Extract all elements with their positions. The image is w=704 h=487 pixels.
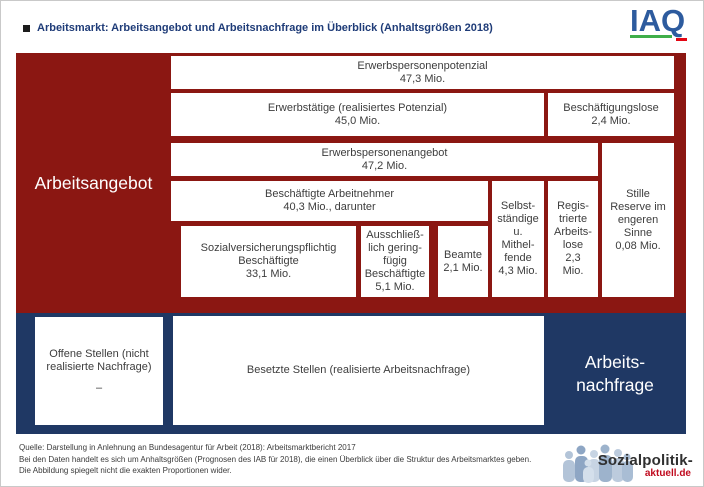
box-value-line: 47,3 Mio. <box>399 72 446 85</box>
logo-wordmark-line2: aktuell.de <box>644 468 691 479</box>
labor-demand-label: Arbeits- nachfrage <box>544 313 686 434</box>
box-text-line: Besetzte Stellen (realisierte Arbeitsnac… <box>246 364 471 376</box>
box-text-line: Reserve im <box>610 200 666 213</box>
labor-supply-label: Arbeitsangebot <box>34 172 153 193</box>
box-text-line: fende <box>504 252 532 264</box>
box-text-line: Ausschließ- <box>366 229 424 241</box>
box-text-line: Regis- <box>557 200 589 212</box>
box-text-line: Mithel- <box>501 239 535 251</box>
box-erwerbspersonenangebot: Erwerbspersonenangebot 47,2 Mio. <box>171 143 598 176</box>
labor-supply-section: Arbeitsangebot Erwerbspersonenpotenzial … <box>16 53 686 313</box>
box-text-line: Beschäftigungslose <box>563 101 659 114</box>
box-text-line: Beschäftigte Arbeitnehmer <box>264 188 395 200</box>
sozialpolitik-aktuell-logo: Sozialpolitik- aktuell.de <box>555 439 697 486</box>
box-text-line: Offene Stellen (nicht <box>49 347 149 360</box>
box-text-line: realisierte Nachfrage) <box>46 360 152 373</box>
box-text-line: Erwerbspersonenpotenzial <box>357 59 488 72</box>
box-dash-line: – <box>95 381 103 394</box>
box-erwerbspersonenpotenzial: Erwerbspersonenpotenzial 47,3 Mio. <box>171 56 674 89</box>
box-value-line: Mio. <box>562 265 584 277</box>
box-text-line: Beamte <box>444 248 482 261</box>
box-text-line: u. <box>513 226 523 238</box>
label-line: nachfrage <box>576 374 654 395</box>
title-bullet-square <box>23 24 30 32</box>
label-line: Arbeits- <box>584 351 646 372</box>
page-title: Arbeitsmarkt: Arbeitsangebot und Arbeits… <box>37 22 493 34</box>
box-geringfuegig-beschaeftigte: Ausschließ- lich gering- fügig Beschäfti… <box>361 226 429 297</box>
header: Arbeitsmarkt: Arbeitsangebot und Arbeits… <box>23 22 493 34</box>
box-text-line: Beschäftigte <box>364 268 426 280</box>
source-line: Quelle: Darstellung in Anlehnung an Bund… <box>19 443 356 452</box>
box-erwerbstaetige: Erwerbstätige (realisiertes Potenzial) 4… <box>171 93 544 136</box>
people-crowd-icon <box>563 444 633 483</box>
box-text-line: trierte <box>558 213 588 225</box>
box-text-line: Sozialversicherungspflichtig <box>200 242 337 254</box>
box-beschaeftigte-arbeitnehmer: Beschäftigte Arbeitnehmer 40,3 Mio., dar… <box>171 181 488 221</box>
labor-demand-section: Offene Stellen (nicht realisierte Nachfr… <box>16 313 686 434</box>
box-value-line: 33,1 Mio. <box>245 268 292 280</box>
box-beschaeftigungslose: Beschäftigungslose 2,4 Mio. <box>548 93 674 136</box>
box-selbststaendige: Selbst- ständige u. Mithel- fende 4,3 Mi… <box>492 181 544 297</box>
box-text-line: Selbst- <box>500 200 536 212</box>
source-note: Quelle: Darstellung in Anlehnung an Bund… <box>19 442 581 477</box>
iaq-logo-text: IAQ <box>630 3 686 38</box>
box-value-line: 0,08 Mio. <box>615 239 661 252</box>
box-text-line: fügig <box>383 255 407 267</box>
box-registrierte-arbeitslose: Regis- trierte Arbeits- lose 2,3 Mio. <box>548 181 598 297</box>
box-stille-reserve: Stille Reserve im engeren Sinne 0,08 Mio… <box>602 143 674 297</box>
box-text-line: Stille <box>626 187 650 200</box>
box-text-line: Erwerbspersonenangebot <box>321 146 448 159</box>
box-value-line: 2,1 Mio. <box>443 261 483 274</box>
box-text-line: lich gering- <box>368 242 422 254</box>
box-text-line: ständige <box>497 213 539 225</box>
box-text-line: Sinne <box>623 226 653 239</box>
box-offene-stellen: Offene Stellen (nicht realisierte Nachfr… <box>35 317 163 425</box>
box-value-line: 2,4 Mio. <box>591 114 631 127</box>
box-value-line: 5,1 Mio. <box>375 281 415 293</box>
iaq-green-underline <box>630 35 672 38</box>
iaq-logo-underlines <box>630 35 690 41</box>
box-value-line: 2,3 <box>565 252 581 264</box>
box-besetzte-stellen: Besetzte Stellen (realisierte Arbeitsnac… <box>173 316 544 425</box>
box-value-line: 45,0 Mio. <box>334 114 381 127</box>
box-beamte: Beamte 2,1 Mio. <box>438 226 488 297</box>
box-text-line: Beschäftigte <box>238 255 299 267</box>
source-line: Bei den Daten handelt es sich um Anhalts… <box>19 454 532 464</box>
iaq-red-dash <box>676 38 687 41</box>
box-text-line: Arbeits- <box>554 226 592 238</box>
box-value-line: 40,3 Mio., darunter <box>283 201 376 213</box>
box-value-line: 47,2 Mio. <box>361 159 408 172</box>
box-sozialversicherungspflichtig: Sozialversicherungspflichtig Beschäftigt… <box>181 226 356 297</box>
box-text-line: engeren <box>617 213 659 226</box>
logo-wordmark-line1: Sozialpolitik- <box>597 452 693 469</box>
iaq-logo: IAQ <box>630 5 690 41</box>
source-line: Die Abbildung spiegelt nicht die exakten… <box>19 466 232 475</box>
box-text-line: lose <box>562 239 584 251</box>
box-value-line: 4,3 Mio. <box>498 265 538 277</box>
box-text-line: Erwerbstätige (realisiertes Potenzial) <box>267 101 448 114</box>
